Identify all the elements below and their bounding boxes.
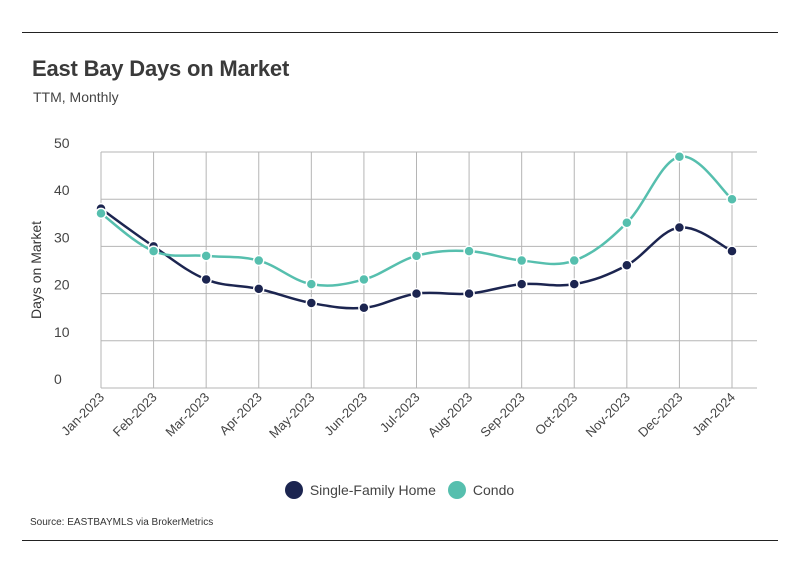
point-single-family-home-May-2023[interactable] bbox=[305, 297, 318, 309]
x-tick-label-Mar-2023: Mar-2023 bbox=[162, 390, 212, 440]
point-condo-May-2023[interactable] bbox=[305, 278, 318, 290]
x-tick-label-Nov-2023: Nov-2023 bbox=[582, 390, 632, 440]
point-condo-Aug-2023[interactable] bbox=[463, 245, 475, 257]
y-tick-label-10: 10 bbox=[54, 324, 70, 340]
x-tick-label-Jan-2023: Jan-2023 bbox=[58, 390, 107, 439]
chart-subtitle: TTM, Monthly bbox=[33, 89, 119, 105]
point-condo-Jul-2023[interactable] bbox=[410, 250, 423, 262]
source-note: Source: EASTBAYMLS via BrokerMetrics bbox=[30, 517, 214, 528]
x-tick-label-May-2023: May-2023 bbox=[266, 390, 317, 441]
point-condo-Dec-2023[interactable] bbox=[673, 150, 686, 163]
legend-swatch-single-family-home bbox=[284, 481, 303, 499]
point-condo-Oct-2023[interactable] bbox=[568, 254, 580, 267]
point-condo-Sep-2023[interactable] bbox=[515, 254, 528, 267]
x-tick-label-Jul-2023: Jul-2023 bbox=[377, 390, 423, 436]
point-condo-Jan-2023[interactable] bbox=[95, 207, 107, 220]
bottom-rule bbox=[22, 540, 778, 541]
x-tick-label-Oct-2023: Oct-2023 bbox=[532, 390, 580, 438]
chart-title: East Bay Days on Market bbox=[32, 56, 290, 81]
point-single-family-home-Jan-2024[interactable] bbox=[726, 245, 738, 257]
x-tick-label-Feb-2023: Feb-2023 bbox=[110, 390, 160, 440]
legend-swatch-condo bbox=[447, 481, 466, 499]
y-tick-label-20: 20 bbox=[54, 277, 70, 293]
x-tick-label-Jun-2023: Jun-2023 bbox=[321, 390, 370, 439]
top-rule bbox=[22, 32, 778, 33]
x-tick-label-Jan-2024: Jan-2024 bbox=[689, 390, 738, 439]
point-condo-Mar-2023[interactable] bbox=[200, 250, 212, 262]
point-single-family-home-Dec-2023[interactable] bbox=[673, 221, 686, 234]
legend-item-condo[interactable]: Condo bbox=[447, 481, 515, 499]
point-condo-Jun-2023[interactable] bbox=[358, 273, 370, 286]
y-tick-label-50: 50 bbox=[54, 135, 70, 151]
legend-label-single-family-home: Single-Family Home bbox=[309, 482, 436, 498]
y-tick-label-30: 30 bbox=[54, 229, 70, 245]
y-tick-labels: 0 10 20 30 40 50 bbox=[54, 135, 70, 387]
series-lines bbox=[95, 150, 738, 314]
y-tick-label-0: 0 bbox=[54, 371, 62, 387]
point-single-family-home-Mar-2023[interactable] bbox=[200, 273, 212, 286]
legend: Single-Family Home Condo bbox=[0, 481, 799, 499]
legend-label-condo: Condo bbox=[472, 482, 515, 498]
point-single-family-home-Aug-2023[interactable] bbox=[463, 287, 475, 300]
y-axis-label: Days on Market bbox=[28, 221, 44, 319]
point-condo-Apr-2023[interactable] bbox=[253, 254, 265, 267]
point-condo-Feb-2023[interactable] bbox=[147, 245, 160, 257]
point-single-family-home-Jul-2023[interactable] bbox=[410, 287, 423, 300]
x-tick-label-Apr-2023: Apr-2023 bbox=[216, 390, 264, 438]
point-single-family-home-Nov-2023[interactable] bbox=[621, 259, 633, 272]
x-tick-label-Dec-2023: Dec-2023 bbox=[635, 390, 685, 440]
x-tick-label-Sep-2023: Sep-2023 bbox=[477, 390, 527, 440]
point-single-family-home-Jun-2023[interactable] bbox=[358, 302, 370, 314]
point-condo-Nov-2023[interactable] bbox=[621, 217, 633, 229]
point-condo-Jan-2024[interactable] bbox=[726, 193, 738, 205]
point-single-family-home-Oct-2023[interactable] bbox=[568, 278, 580, 290]
y-tick-label-40: 40 bbox=[54, 182, 70, 198]
x-tick-labels: Jan-2023 Feb-2023 Mar-2023 Apr-2023 May-2023… bbox=[58, 390, 738, 441]
legend-item-single-family-home[interactable]: Single-Family Home bbox=[284, 481, 436, 499]
grid-lines bbox=[100, 151, 757, 389]
x-tick-label-Aug-2023: Aug-2023 bbox=[425, 390, 475, 440]
point-single-family-home-Apr-2023[interactable] bbox=[253, 283, 265, 295]
point-single-family-home-Sep-2023[interactable] bbox=[515, 278, 528, 290]
